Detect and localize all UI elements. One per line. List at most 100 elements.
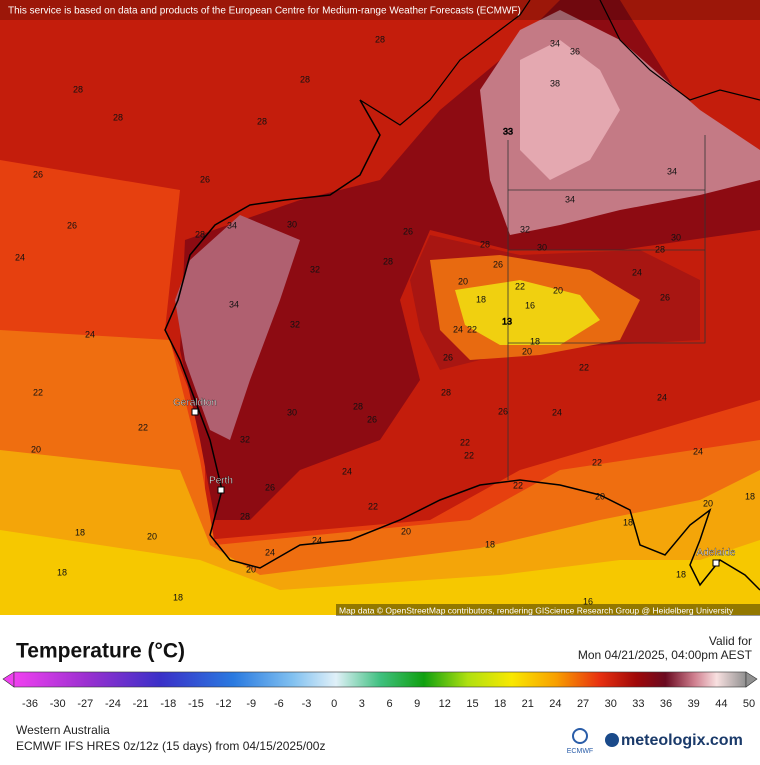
colorbar-tick-label: 27 (577, 698, 589, 710)
contour-label: 28 (655, 244, 665, 254)
city-marker (712, 559, 720, 567)
contour-label: 18 (676, 569, 686, 579)
contour-label: 20 (246, 564, 256, 574)
colorbar-tick-label: -30 (50, 698, 66, 710)
colorbar-tick-label: -6 (274, 698, 284, 710)
contour-label: 16 (583, 596, 593, 606)
colorbar-tick-label: 6 (386, 698, 392, 710)
contour-label: 26 (265, 482, 275, 492)
contour-label: 28 (441, 387, 451, 397)
contour-label: 28 (383, 256, 393, 266)
contour-label: 32 (240, 434, 250, 444)
contour-label: 34 (229, 299, 239, 309)
contour-label: 22 (460, 437, 470, 447)
contour-label: 20 (458, 276, 468, 286)
colorbar-tick-label: 3 (359, 698, 365, 710)
contour-label: 22 (138, 422, 148, 432)
map-credit: Map data © OpenStreetMap contributors, r… (339, 605, 734, 615)
contour-label: 30 (287, 219, 297, 229)
colorbar-tick-label: 50 (743, 698, 755, 710)
city-label: Adelaide (697, 548, 736, 559)
contour-label: 24 (552, 407, 562, 417)
contour-label: 28 (73, 84, 83, 94)
contour-label: 24 (657, 392, 667, 402)
contour-label: 24 (15, 252, 25, 262)
contour-label: 18 (57, 567, 67, 577)
contour-label: 22 (513, 480, 523, 490)
contour-label: 28 (113, 112, 123, 122)
contour-label: 22 (592, 457, 602, 467)
contour-label: 24 (632, 267, 642, 277)
brand[interactable]: meteologix.com (621, 732, 743, 749)
contour-label: 20 (703, 498, 713, 508)
colorbar-tick-label: -24 (105, 698, 121, 710)
city-label: Perth (209, 476, 233, 487)
contour-label: 26 (67, 220, 77, 230)
contour-label: 18 (173, 592, 183, 602)
colorbar-tick-label: -15 (188, 698, 204, 710)
contour-label: 34 (550, 38, 560, 48)
colorbar-tick-label: 0 (331, 698, 337, 710)
contour-label: 24 (265, 547, 275, 557)
contour-label: 26 (493, 259, 503, 269)
contour-label: 18 (485, 539, 495, 549)
map (0, 0, 760, 615)
contour-label: 18 (75, 527, 85, 537)
colorbar-tick-label: 24 (549, 698, 561, 710)
contour-label: 18 (530, 336, 540, 346)
contour-label: 24 (693, 446, 703, 456)
colorbar-start (2, 671, 15, 688)
contour-label: 32 (290, 319, 300, 329)
ecmwf-logo (572, 728, 588, 744)
contour-label: 26 (403, 226, 413, 236)
contour-label: 24 (312, 535, 322, 545)
brand-logo (605, 733, 619, 747)
region: Western Australia (16, 723, 110, 737)
contour-label: 28 (257, 116, 267, 126)
contour-label: 38 (550, 78, 560, 88)
colorbar-tick-label: 18 (494, 698, 506, 710)
contour-label: 36 (570, 46, 580, 56)
colorbar (13, 671, 747, 688)
contour-label: 22 (368, 501, 378, 511)
contour-label: 22 (515, 281, 525, 291)
colorbar-tick-label: 39 (688, 698, 700, 710)
city-label: Geraldton (173, 398, 217, 409)
contour-label: 30 (287, 407, 297, 417)
contour-label: 20 (147, 531, 157, 541)
colorbar-end (745, 671, 758, 688)
colorbar-tick-label: -36 (22, 698, 38, 710)
city-marker (191, 408, 199, 416)
legend-title: Temperature (°C) (16, 640, 185, 663)
city-marker (217, 486, 225, 494)
colorbar-tick-label: 33 (632, 698, 644, 710)
contour-label: 28 (300, 74, 310, 84)
model-info: ECMWF IFS HRES 0z/12z (15 days) from 04/… (16, 739, 325, 753)
colorbar-tick-label: -27 (77, 698, 93, 710)
credit-bar (336, 604, 760, 616)
contour-label: 28 (195, 229, 205, 239)
contour-label: 30 (671, 232, 681, 242)
colorbar-tick-label: 44 (715, 698, 727, 710)
contour-label: 22 (33, 387, 43, 397)
contour-label: 22 (464, 450, 474, 460)
colorbar-tick-label: -18 (160, 698, 176, 710)
colorbar-tick-label: 36 (660, 698, 672, 710)
contour-label: 26 (443, 352, 453, 362)
contour-label: 34 (565, 194, 575, 204)
contour-label: 22 (467, 324, 477, 334)
colorbar-tick-label: 30 (605, 698, 617, 710)
colorbar-tick-label: 9 (414, 698, 420, 710)
contour-label: 32 (520, 224, 530, 234)
contour-label: 28 (480, 239, 490, 249)
valid-label: Valid for (709, 634, 752, 648)
contour-label: 26 (367, 414, 377, 424)
contour-label: 18 (476, 294, 486, 304)
contour-label: 24 (453, 324, 463, 334)
colorbar-tick-label: 12 (439, 698, 451, 710)
colorbar-tick-label: -9 (246, 698, 256, 710)
contour-label: 26 (660, 292, 670, 302)
contour-label: 18 (745, 491, 755, 501)
contour-label: 28 (240, 511, 250, 521)
